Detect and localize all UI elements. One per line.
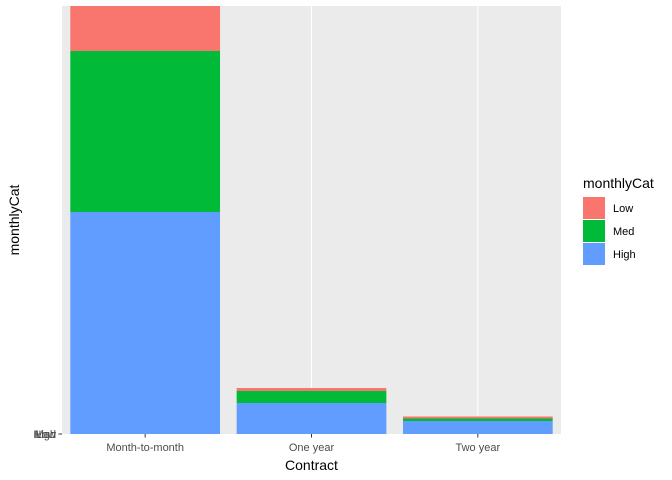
legend-key-med bbox=[583, 220, 605, 242]
bar-high-two-year bbox=[402, 421, 553, 434]
legend-key-high bbox=[583, 243, 605, 265]
x-axis-ticks: Month-to-month One year Two year bbox=[106, 434, 500, 454]
x-tick-label: Two year bbox=[456, 442, 501, 454]
legend-key-low bbox=[583, 197, 605, 219]
y-tick-label: Med bbox=[35, 429, 56, 441]
bar-low-two-year bbox=[402, 416, 553, 419]
legend-label-high: High bbox=[613, 249, 636, 261]
legend-label-med: Med bbox=[613, 226, 634, 238]
bar-med-month-to-month bbox=[70, 51, 221, 212]
x-axis-title: Contract bbox=[285, 457, 338, 473]
bar-high-month-to-month bbox=[70, 212, 221, 434]
x-tick-label: One year bbox=[289, 442, 335, 454]
y-tick-label: High bbox=[33, 429, 56, 441]
bars bbox=[70, 6, 553, 434]
y-tick-label: Low bbox=[36, 429, 56, 441]
bar-low-month-to-month bbox=[70, 6, 221, 51]
x-tick-label: Month-to-month bbox=[106, 442, 184, 454]
bar-low-one-year bbox=[236, 388, 387, 391]
bar-med-one-year bbox=[236, 391, 387, 403]
y-axis-title: monthlyCat bbox=[6, 184, 22, 255]
bar-med-two-year bbox=[402, 418, 553, 421]
legend-label-low: Low bbox=[613, 203, 633, 215]
legend-title: monthlyCat bbox=[583, 175, 654, 191]
bar-high-one-year bbox=[236, 403, 387, 434]
legend: monthlyCat Low Med High bbox=[583, 175, 654, 265]
